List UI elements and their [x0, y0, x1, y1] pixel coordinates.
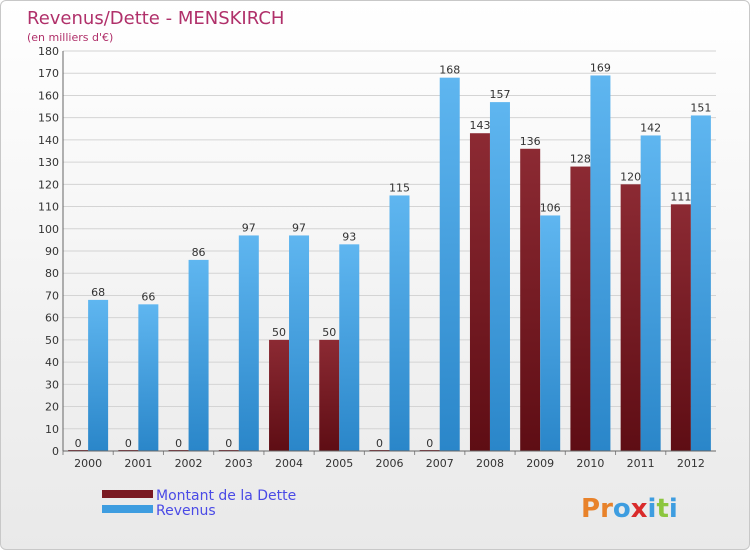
legend-swatch-debt [102, 490, 153, 498]
x-tick-label: 2000 [74, 457, 102, 470]
x-tick-label: 2003 [225, 457, 253, 470]
revenue-bar-value-label: 157 [489, 88, 510, 101]
y-tick-label: 0 [52, 445, 59, 458]
debt-bar-value-label: 0 [75, 437, 82, 450]
revenue-bar [590, 75, 611, 451]
debt-bar [670, 204, 691, 451]
debt-bar [319, 339, 340, 451]
y-tick-label: 180 [38, 45, 59, 58]
debt-bar [269, 339, 290, 451]
x-axis-ticks: 2000 2001 2002 2003 2004 2005 2006 2007 2008 2009… [62, 451, 705, 470]
y-tick-label: 50 [45, 334, 59, 347]
debt-bar-value-label: 0 [376, 437, 383, 450]
x-tick-label: 2011 [627, 457, 655, 470]
revenue-bar-value-label: 93 [342, 230, 356, 243]
revenue-bar-value-label: 97 [242, 221, 256, 234]
y-tick-label: 130 [38, 156, 59, 169]
y-axis-ticks: 0 10 20 30 40 50 60 70 80 90 100 110 120 130 140 150 160… [38, 45, 59, 458]
x-tick-label: 2001 [124, 457, 152, 470]
proxiti-logo: Proxiti [581, 494, 678, 524]
proxiti-logo-text: Proxiti [581, 494, 678, 524]
revenue-bar [439, 77, 460, 452]
revenue-bar-value-label: 66 [141, 290, 155, 303]
debt-bar [469, 133, 490, 451]
y-tick-label: 170 [38, 67, 59, 80]
y-tick-label: 20 [45, 401, 59, 414]
revenue-bar-value-label: 168 [439, 64, 460, 77]
revenue-bar [540, 215, 561, 451]
x-tick-label: 2012 [677, 457, 705, 470]
debt-bar-value-label: 128 [570, 153, 591, 166]
legend-label-debt: Montant de la Dette [156, 488, 296, 504]
y-tick-label: 30 [45, 378, 59, 391]
revenue-bar-value-label: 115 [389, 181, 410, 194]
debt-bar-value-label: 0 [225, 437, 232, 450]
revenue-bar [339, 244, 360, 451]
revenue-bar [389, 195, 410, 451]
x-tick-label: 2009 [526, 457, 554, 470]
x-tick-label: 2006 [376, 457, 404, 470]
debt-bar-value-label: 111 [670, 190, 691, 203]
revenue-bar-value-label: 97 [292, 221, 306, 234]
debt-bar-value-label: 136 [520, 135, 541, 148]
revenue-bar-value-label: 68 [91, 286, 105, 299]
y-tick-label: 110 [38, 201, 59, 214]
revenue-bar-value-label: 169 [590, 61, 611, 74]
y-tick-label: 80 [45, 267, 59, 280]
revenue-bar-value-label: 86 [192, 246, 206, 259]
debt-bar [570, 166, 591, 452]
bars: 0 68 0 66 0 86 0 97 50 97 50 93 0 115 0 168 143 157 136 106… [68, 61, 711, 452]
x-tick-label: 2010 [576, 457, 604, 470]
y-tick-label: 10 [45, 423, 59, 436]
y-tick-label: 90 [45, 245, 59, 258]
x-tick-label: 2007 [426, 457, 454, 470]
revenue-bar [289, 235, 310, 451]
revenue-bar [690, 115, 711, 451]
y-tick-label: 40 [45, 356, 59, 369]
revenue-bar [489, 102, 510, 451]
chart-title: Revenus/Dette - MENSKIRCH [27, 8, 284, 29]
debt-bar [620, 184, 641, 452]
revenue-bar [88, 299, 109, 451]
debt-bar-value-label: 50 [322, 326, 336, 339]
debt-bar-value-label: 143 [469, 119, 490, 132]
debt-bar-value-label: 0 [125, 437, 132, 450]
revenue-bar-value-label: 106 [540, 201, 561, 214]
x-tick-label: 2008 [476, 457, 504, 470]
revenue-bar-value-label: 151 [690, 101, 711, 114]
legend: Montant de la Dette Revenus [102, 488, 296, 519]
x-tick-label: 2002 [175, 457, 203, 470]
debt-bar-value-label: 0 [175, 437, 182, 450]
revenue-bar [188, 259, 209, 451]
y-tick-label: 120 [38, 178, 59, 191]
legend-label-revenue: Revenus [156, 503, 216, 519]
revenue-bar [238, 235, 259, 451]
y-tick-label: 100 [38, 223, 59, 236]
debt-bar-value-label: 0 [426, 437, 433, 450]
legend-swatch-revenue [102, 505, 153, 513]
debt-bar-value-label: 120 [620, 170, 641, 183]
debt-bar [520, 148, 541, 451]
debt-bar-value-label: 50 [272, 326, 286, 339]
revenue-bar [640, 135, 661, 451]
chart-subtitle: (en milliers d'€) [27, 31, 113, 44]
y-tick-label: 140 [38, 134, 59, 147]
revenue-bar-value-label: 142 [640, 121, 661, 134]
y-tick-label: 70 [45, 289, 59, 302]
y-tick-label: 60 [45, 312, 59, 325]
y-tick-label: 160 [38, 89, 59, 102]
x-tick-label: 2004 [275, 457, 303, 470]
revenue-bar [138, 304, 159, 451]
axes [62, 51, 716, 452]
x-tick-label: 2005 [325, 457, 353, 470]
y-tick-label: 150 [38, 112, 59, 125]
